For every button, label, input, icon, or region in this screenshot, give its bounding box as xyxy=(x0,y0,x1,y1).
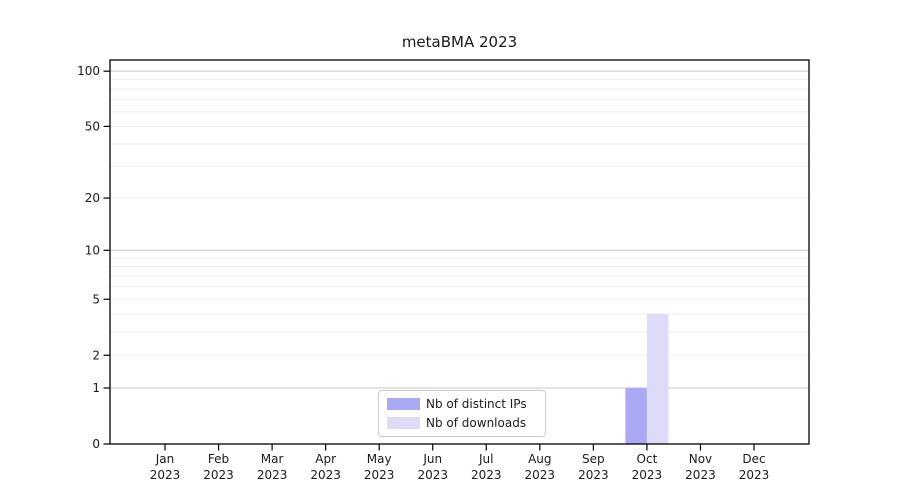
y-tick-label: 100 xyxy=(77,64,100,78)
x-tick-label-year: 2023 xyxy=(471,468,502,482)
x-tick-label-year: 2023 xyxy=(578,468,609,482)
y-tick-label: 0 xyxy=(92,437,100,451)
x-tick-label-year: 2023 xyxy=(203,468,234,482)
x-tick-label-month: May xyxy=(367,452,392,466)
x-tick-label-month: Sep xyxy=(582,452,605,466)
legend-label-downloads: Nb of downloads xyxy=(426,416,527,430)
x-tick-label-year: 2023 xyxy=(310,468,341,482)
y-tick-label: 10 xyxy=(85,243,100,257)
x-tick-label-month: Jun xyxy=(422,452,442,466)
x-tick-label-month: Apr xyxy=(315,452,336,466)
x-tick-label-month: Feb xyxy=(208,452,229,466)
x-tick-label-year: 2023 xyxy=(632,468,663,482)
x-tick-label-month: Oct xyxy=(637,452,658,466)
y-tick-label: 5 xyxy=(92,292,100,306)
legend-label-distinct-ips: Nb of distinct IPs xyxy=(426,397,527,411)
x-tick-label-year: 2023 xyxy=(364,468,395,482)
x-tick-label-month: Nov xyxy=(689,452,712,466)
legend: Nb of distinct IPs Nb of downloads xyxy=(378,390,546,437)
x-tick-label-year: 2023 xyxy=(739,468,770,482)
x-tick-label-month: Mar xyxy=(261,452,284,466)
y-tick-label: 2 xyxy=(92,348,100,362)
legend-swatch-downloads xyxy=(387,417,420,429)
legend-item-distinct-ips: Nb of distinct IPs xyxy=(387,396,537,412)
y-tick-label: 20 xyxy=(85,191,100,205)
x-tick-label-year: 2023 xyxy=(150,468,181,482)
x-tick-label-month: Jan xyxy=(155,452,175,466)
bar-distinct-ips-oct xyxy=(625,388,647,444)
x-tick-label-month: Aug xyxy=(528,452,551,466)
x-tick-label-year: 2023 xyxy=(257,468,288,482)
plot-border xyxy=(109,59,810,445)
x-tick-label-year: 2023 xyxy=(525,468,556,482)
legend-item-downloads: Nb of downloads xyxy=(387,415,537,431)
y-tick-label: 50 xyxy=(85,119,100,133)
x-tick-label-year: 2023 xyxy=(685,468,716,482)
legend-swatch-distinct-ips xyxy=(387,398,420,410)
chart-title: metaBMA 2023 xyxy=(401,33,518,51)
y-tick-label: 1 xyxy=(92,381,100,395)
bar-downloads-oct xyxy=(646,313,669,444)
x-tick-label-month: Jul xyxy=(478,452,493,466)
x-tick-label-year: 2023 xyxy=(417,468,448,482)
x-tick-label-month: Dec xyxy=(742,452,765,466)
